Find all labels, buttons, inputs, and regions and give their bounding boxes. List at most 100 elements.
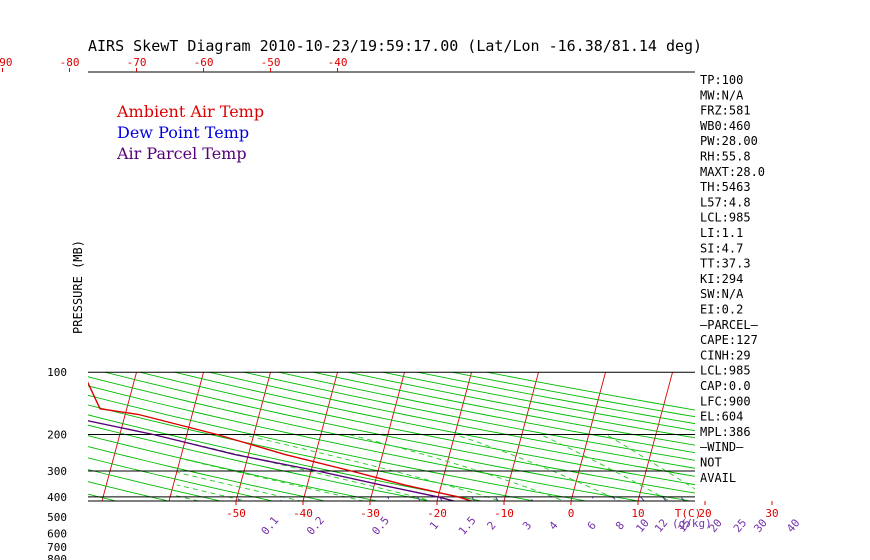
dry-adiabat [382,371,695,432]
index-item: MAXT:28.0 [700,165,765,179]
isotherm [436,372,472,501]
y-axis-label: PRESSURE (MB) [71,240,85,334]
top-tick-label: -70 [127,56,147,69]
mixing-ratio-label: 1 [427,519,441,532]
pressure-tick-label: 400 [47,491,67,504]
mixing-ratio-unit: (g/kg) [672,517,712,530]
dry-adiabat [139,371,695,486]
bottom-tick-label: 0 [568,507,575,520]
mixing-ratio-label: 4 [546,519,560,533]
legend-item: Ambient Air Temp [116,102,264,121]
index-item: SW:N/A [700,287,744,301]
mixing-ratio-label: 8 [613,519,627,532]
index-item: PW:28.00 [700,134,758,148]
dry-adiabat [278,371,695,454]
curve-layer [88,381,474,501]
index-item: LI:1.1 [700,226,743,240]
index-item: CAP:0.0 [700,379,751,393]
index-item: LCL:985 [700,211,751,225]
index-item: MPL:386 [700,425,751,439]
bottom-tick-label: 30 [765,507,778,520]
bottom-tick-label: -50 [226,507,246,520]
isotherm [0,372,3,560]
isotherm [570,372,606,501]
chart-title: AIRS SkewT Diagram 2010-10-23/19:59:17.0… [88,37,702,55]
parcel-temp-line [88,420,457,501]
top-tick-label: -80 [60,56,80,69]
index-item: CAPE:127 [700,333,758,347]
index-item: —WIND— [700,440,744,454]
bottom-tick-label: 10 [631,507,644,520]
bottom-tick-label: -10 [494,507,514,520]
mixing-ratio-label: 6 [585,519,599,532]
top-tick-label: -40 [328,56,348,69]
pressure-tick-label: 100 [47,366,67,379]
dry-adiabat [88,435,380,501]
bottom-tick-label: 20 [698,507,711,520]
index-item: L57:4.8 [700,195,751,209]
dry-adiabat [209,371,695,469]
dry-adiabat [243,371,695,461]
index-item: AVAIL [700,471,736,485]
index-item: EI:0.2 [700,303,743,317]
mixing-ratio-label: 12 [652,516,670,535]
index-item: RH:55.8 [700,150,751,164]
isotherm [302,372,338,501]
dry-adiabat [88,446,327,501]
index-item: SI:4.7 [700,241,743,255]
index-item: CINH:29 [700,348,751,362]
pressure-tick-label: 300 [47,465,67,478]
mixing-ratio-label: 25 [731,516,749,535]
pressure-tick-label: 600 [47,527,67,540]
index-item: TH:5463 [700,180,751,194]
legend-item: Air Parcel Temp [116,144,247,163]
isotherm [637,372,673,501]
isotherm [235,372,271,501]
mixing-ratio-line [529,496,534,501]
mixing-ratio-label: 1.5 [456,514,479,538]
dry-adiabat [88,376,694,501]
dry-adiabat [88,424,432,501]
moist-adiabat [455,434,621,501]
index-item: NOT [700,456,722,470]
index-item: —PARCEL— [700,318,759,332]
index-item: LFC:900 [700,394,751,408]
bottom-tick-label: -30 [360,507,380,520]
index-item: MW:N/A [700,88,744,102]
index-item: TP:100 [700,73,743,87]
top-tick-label: -90 [0,56,12,69]
dry-adiabat [104,371,695,494]
pressure-tick-label: 800 [47,553,67,560]
dry-adiabat [88,404,537,501]
mixing-ratio-label: 3 [520,519,534,532]
index-item: TT:37.3 [700,257,751,271]
ambient-temp-line [88,381,474,501]
dry-adiabat [0,372,303,560]
pressure-tick-label: 700 [47,541,67,554]
pressure-tick-label: 200 [47,429,67,442]
dry-adiabat [88,493,118,501]
moist-adiabat [540,434,671,501]
mixing-ratio-label: 2 [485,519,499,532]
index-item: LCL:985 [700,364,751,378]
isotherm [817,372,870,560]
index-item: WB0:460 [700,119,751,133]
bottom-axis-unit: T(C) [675,507,702,520]
grid-layer [0,371,870,560]
index-item: EL:604 [700,410,743,424]
moist-adiabat [605,434,695,490]
index-item: KI:294 [700,272,743,286]
top-tick-label: -60 [194,56,214,69]
isotherm [101,372,137,501]
dry-adiabat [174,371,695,477]
dry-adiabat [88,394,589,501]
axis-layer: 1002003004005006007008009001000-120-110-… [0,56,803,560]
pressure-tick-label: 500 [47,511,67,524]
top-tick-label: -50 [261,56,281,69]
legend: Ambient Air Temp Dew Point Temp Air Parcel… [116,102,264,163]
isotherm [168,372,204,501]
legend-item: Dew Point Temp [117,123,249,142]
bottom-tick-label: -20 [427,507,447,520]
bottom-tick-label: -40 [293,507,313,520]
